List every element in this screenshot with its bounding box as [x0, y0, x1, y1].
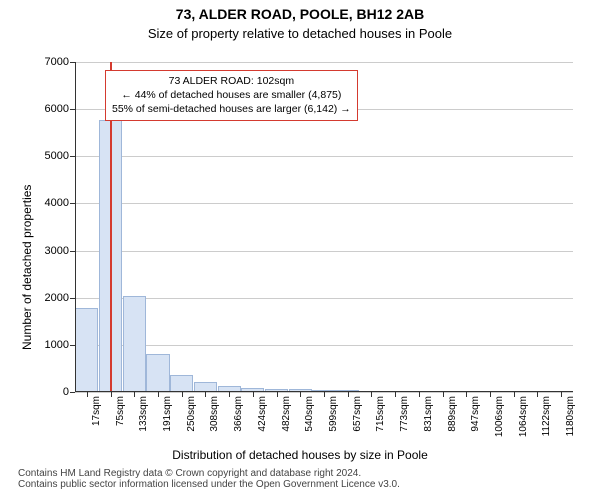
- annotation-line-1: 73 ALDER ROAD: 102sqm: [112, 74, 351, 88]
- y-tick-label: 5000: [45, 150, 75, 162]
- x-tick-mark: [111, 392, 112, 397]
- annotation-line-3: 55% of semi-detached houses are larger (…: [112, 102, 351, 116]
- x-tick-mark: [229, 392, 230, 397]
- x-tick-mark: [371, 392, 372, 397]
- footer-line-2: Contains public sector information licen…: [18, 479, 600, 490]
- y-tick-label: 3000: [45, 245, 75, 257]
- x-tick-label: 424sqm: [257, 392, 268, 432]
- x-tick-label: 715sqm: [375, 392, 386, 432]
- plot-area: 01000200030004000500060007000 17sqm75sqm…: [75, 62, 573, 392]
- x-tick-label: 366sqm: [233, 392, 244, 432]
- x-tick-label: 599sqm: [328, 392, 339, 432]
- y-axis-line: [75, 62, 76, 392]
- x-tick-mark: [514, 392, 515, 397]
- x-tick-mark: [300, 392, 301, 397]
- x-tick-mark: [561, 392, 562, 397]
- footer-line-1: Contains HM Land Registry data © Crown c…: [18, 468, 600, 479]
- x-tick-mark: [158, 392, 159, 397]
- x-tick-label: 133sqm: [138, 392, 149, 432]
- x-tick-label: 540sqm: [304, 392, 315, 432]
- x-tick-label: 657sqm: [352, 392, 363, 432]
- x-tick-mark: [419, 392, 420, 397]
- x-tick-mark: [134, 392, 135, 397]
- x-tick-mark: [277, 392, 278, 397]
- y-tick-label: 6000: [45, 103, 75, 115]
- x-tick-label: 1122sqm: [541, 392, 552, 436]
- chart-subtitle: Size of property relative to detached ho…: [0, 26, 600, 41]
- x-tick-mark: [348, 392, 349, 397]
- x-tick-label: 191sqm: [162, 392, 173, 432]
- y-axis-label: Number of detached properties: [20, 185, 34, 350]
- grid-line: [75, 62, 573, 63]
- x-tick-label: 17sqm: [91, 392, 102, 426]
- x-tick-label: 1064sqm: [518, 392, 529, 437]
- footer-attribution: Contains HM Land Registry data © Crown c…: [0, 468, 600, 490]
- x-tick-label: 482sqm: [281, 392, 292, 432]
- chart-title: 73, ALDER ROAD, POOLE, BH12 2AB: [0, 6, 600, 22]
- x-tick-mark: [87, 392, 88, 397]
- annotation-line-2: ← 44% of detached houses are smaller (4,…: [112, 88, 351, 102]
- x-tick-mark: [253, 392, 254, 397]
- x-tick-label: 1180sqm: [565, 392, 576, 436]
- grid-line: [75, 203, 573, 204]
- x-tick-mark: [490, 392, 491, 397]
- x-tick-label: 1006sqm: [494, 392, 505, 437]
- x-tick-label: 250sqm: [186, 392, 197, 432]
- x-tick-label: 773sqm: [399, 392, 410, 432]
- x-tick-label: 831sqm: [423, 392, 434, 432]
- x-tick-mark: [324, 392, 325, 397]
- grid-line: [75, 156, 573, 157]
- y-tick-label: 1000: [45, 339, 75, 351]
- histogram-bar: [123, 296, 146, 392]
- x-axis-label: Distribution of detached houses by size …: [0, 448, 600, 462]
- grid-line: [75, 298, 573, 299]
- x-tick-label: 308sqm: [209, 392, 220, 432]
- histogram-bar: [75, 308, 98, 392]
- y-tick-label: 7000: [45, 56, 75, 68]
- histogram-bar: [146, 354, 169, 392]
- x-tick-mark: [443, 392, 444, 397]
- x-tick-mark: [205, 392, 206, 397]
- x-tick-label: 947sqm: [470, 392, 481, 432]
- x-tick-label: 889sqm: [447, 392, 458, 432]
- grid-line: [75, 251, 573, 252]
- x-tick-mark: [182, 392, 183, 397]
- x-tick-mark: [537, 392, 538, 397]
- y-tick-label: 4000: [45, 197, 75, 209]
- grid-line: [75, 345, 573, 346]
- x-tick-label: 75sqm: [115, 392, 126, 426]
- x-tick-mark: [466, 392, 467, 397]
- y-tick-label: 2000: [45, 292, 75, 304]
- y-tick-label: 0: [63, 386, 75, 398]
- x-tick-mark: [395, 392, 396, 397]
- annotation-box: 73 ALDER ROAD: 102sqm ← 44% of detached …: [105, 70, 358, 121]
- histogram-bar: [170, 375, 193, 392]
